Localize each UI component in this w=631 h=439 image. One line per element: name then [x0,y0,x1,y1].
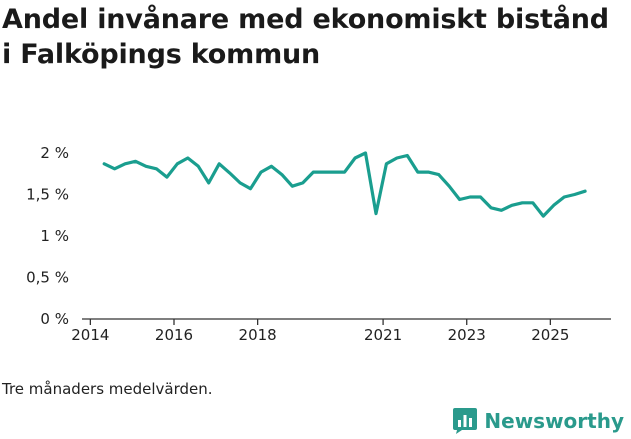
brand-name: Newsworthy [484,409,624,433]
page-title: Andel invånare med ekonomiskt bistånd i … [2,4,609,70]
data-series [102,151,587,218]
x-tick-label: 2018 [239,326,277,344]
y-tick-label: 1,5 % [26,186,69,204]
y-tick-label: 2 % [40,144,69,162]
x-tick-label: 2021 [364,326,402,344]
series-line [102,151,587,218]
y-tick-labels: 0 % 0,5 % 1 % 1,5 % 2 % [26,144,69,328]
line-chart: 0 % 0,5 % 1 % 1,5 % 2 % 2014 2016 2018 2021 2023… [26,144,611,344]
footnote: Tre månaders medelvärden. [2,380,213,398]
y-tick-label: 0 % [40,310,69,328]
x-tick-label: 2016 [155,326,193,344]
x-tick-label: 2025 [531,326,569,344]
y-tick-label: 0,5 % [26,269,69,287]
bar-chart-speech-bubble-icon [453,408,478,434]
x-tick-label: 2023 [448,326,486,344]
x-tick-label: 2014 [71,326,109,344]
brand-logo[interactable]: Newsworthy [452,407,624,435]
y-tick-label: 1 % [40,227,69,245]
x-axis: 2014 2016 2018 2021 2023 2025 [71,318,611,344]
